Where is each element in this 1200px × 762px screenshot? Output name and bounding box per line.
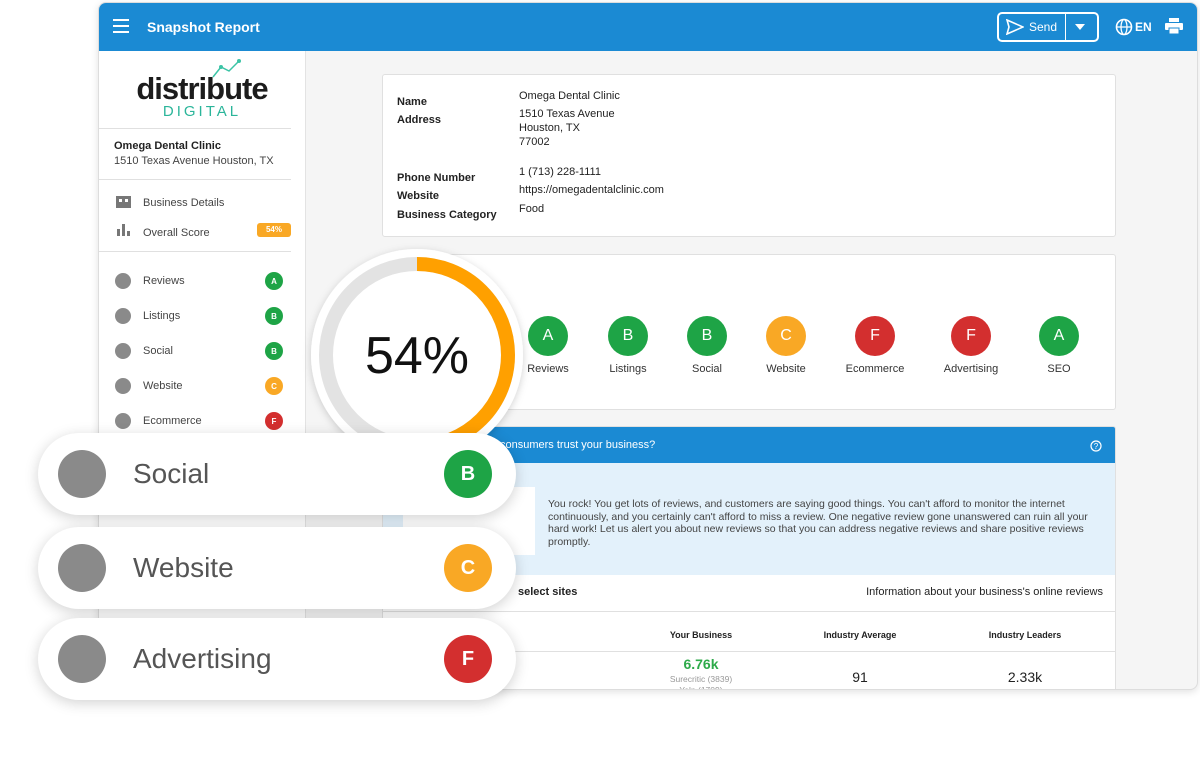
section-grade: B bbox=[265, 307, 283, 325]
section-label: Social bbox=[143, 345, 173, 357]
divider bbox=[383, 611, 1115, 612]
help-icon[interactable]: ? bbox=[1090, 440, 1102, 452]
page-title: Snapshot Report bbox=[147, 19, 260, 35]
source-count: Surecritic (3839) bbox=[669, 674, 733, 684]
overlay-grade: B bbox=[444, 450, 492, 498]
grade-circle: B bbox=[608, 316, 648, 356]
overlay-card[interactable]: Social B bbox=[38, 433, 516, 515]
overlay-card[interactable]: Website C bbox=[38, 527, 516, 609]
info-label: Name bbox=[397, 96, 427, 108]
print-icon[interactable] bbox=[1165, 18, 1183, 34]
info-label: Address bbox=[397, 114, 442, 126]
industry-leaders-value: 2.33k bbox=[1007, 669, 1043, 685]
overlay-grade: F bbox=[444, 635, 492, 683]
nav-item: Business Details bbox=[143, 197, 225, 209]
divider bbox=[99, 179, 291, 180]
overlay-icon bbox=[58, 450, 106, 498]
overlay-label: Social bbox=[133, 458, 210, 489]
reviews-title: consumers trust your business? bbox=[500, 439, 656, 451]
divider bbox=[99, 128, 291, 129]
grade-circle: A bbox=[1039, 316, 1079, 356]
info-value: 1510 Texas Avenue bbox=[519, 108, 615, 120]
section-icon bbox=[115, 378, 131, 394]
gauge-label: 54% bbox=[365, 327, 469, 385]
globe-icon[interactable] bbox=[1115, 18, 1133, 36]
logo-graph bbox=[212, 59, 241, 78]
business-icon bbox=[116, 196, 131, 208]
score-icon bbox=[117, 224, 130, 236]
top-bar: Snapshot Report Send EN bbox=[99, 3, 1197, 51]
business-address: 1510 Texas Avenue Houston, TX bbox=[114, 155, 274, 167]
section-icon bbox=[115, 413, 131, 429]
section-grade: B bbox=[265, 342, 283, 360]
grade-label: Advertising bbox=[943, 363, 999, 375]
grade-circle: F bbox=[855, 316, 895, 356]
grade-label: SEO bbox=[1047, 363, 1071, 375]
logo-main: distribute bbox=[136, 71, 268, 106]
dropdown-icon[interactable] bbox=[1075, 24, 1085, 30]
menu-icon[interactable] bbox=[113, 19, 129, 33]
overall-score-badge: 54% bbox=[257, 223, 291, 237]
overlay-grade: C bbox=[444, 544, 492, 592]
business-info-card: Name Omega Dental Clinic Address 1510 Texas… bbox=[382, 74, 1116, 237]
section-label: Reviews bbox=[143, 275, 185, 287]
divider bbox=[99, 251, 291, 252]
business-name: Omega Dental Clinic bbox=[114, 140, 221, 152]
section-label: Website bbox=[143, 380, 183, 392]
info-label: Business Category bbox=[397, 209, 497, 221]
source-count: Yelp (1709) bbox=[679, 685, 723, 690]
grade-label: Listings bbox=[609, 363, 647, 375]
reviews-info: Information about your business's online… bbox=[866, 586, 1103, 598]
reviews-subtitle: select sites bbox=[518, 586, 578, 598]
app-window: Snapshot Report Send EN distribute DIGIT… bbox=[98, 2, 1198, 690]
info-value: 1 (713) 228-1111 bbox=[519, 166, 601, 178]
overlay-label: Website bbox=[133, 552, 234, 583]
grade-label: Ecommerce bbox=[845, 363, 905, 375]
grade-label: Reviews bbox=[527, 363, 569, 375]
svg-text:?: ? bbox=[1094, 442, 1099, 451]
grade-circle: F bbox=[951, 316, 991, 356]
divider bbox=[1065, 14, 1066, 40]
grade-circle: B bbox=[687, 316, 727, 356]
grade-circle: C bbox=[766, 316, 806, 356]
overlay-label: Advertising bbox=[133, 643, 272, 674]
overlay-card[interactable]: Advertising F bbox=[38, 618, 516, 700]
nav-item: Overall Score bbox=[143, 227, 210, 239]
section-grade: F bbox=[265, 412, 283, 430]
gauge-background bbox=[311, 249, 523, 461]
info-value: Food bbox=[519, 203, 545, 215]
info-value: 77002 bbox=[519, 136, 550, 148]
your-business-value: 6.76k bbox=[683, 656, 719, 672]
section-icon bbox=[115, 308, 131, 324]
info-value: Omega Dental Clinic bbox=[519, 90, 620, 102]
overlay-icon bbox=[58, 635, 106, 683]
reviews-message: You rock! You get lots of reviews, and c… bbox=[548, 498, 1088, 548]
section-grade: C bbox=[265, 377, 283, 395]
send-icon bbox=[1006, 19, 1024, 35]
overlay-icon bbox=[58, 544, 106, 592]
send-button[interactable]: Send bbox=[997, 12, 1099, 42]
table-header: Industry Leaders bbox=[988, 630, 1062, 640]
language[interactable]: EN bbox=[1135, 20, 1152, 34]
industry-average-value: 91 bbox=[852, 669, 868, 685]
info-label: Website bbox=[397, 190, 439, 202]
table-header: Industry Average bbox=[823, 630, 897, 640]
grade-label: Website bbox=[766, 363, 806, 375]
divider bbox=[383, 651, 1115, 652]
info-label: Phone Number bbox=[397, 172, 476, 184]
section-label: Listings bbox=[143, 310, 181, 322]
table-header: Your Business bbox=[669, 630, 733, 640]
grade-circle: A bbox=[528, 316, 568, 356]
section-icon bbox=[115, 273, 131, 289]
info-value: Houston, TX bbox=[519, 122, 580, 134]
send-label: Send bbox=[1029, 20, 1058, 34]
logo-sub: DIGITAL bbox=[162, 103, 242, 120]
section-grade: A bbox=[265, 272, 283, 290]
info-value: https://omegadentalclinic.com bbox=[519, 184, 664, 196]
section-icon bbox=[115, 343, 131, 359]
section-label: Ecommerce bbox=[143, 415, 202, 427]
grade-label: Social bbox=[692, 363, 722, 375]
